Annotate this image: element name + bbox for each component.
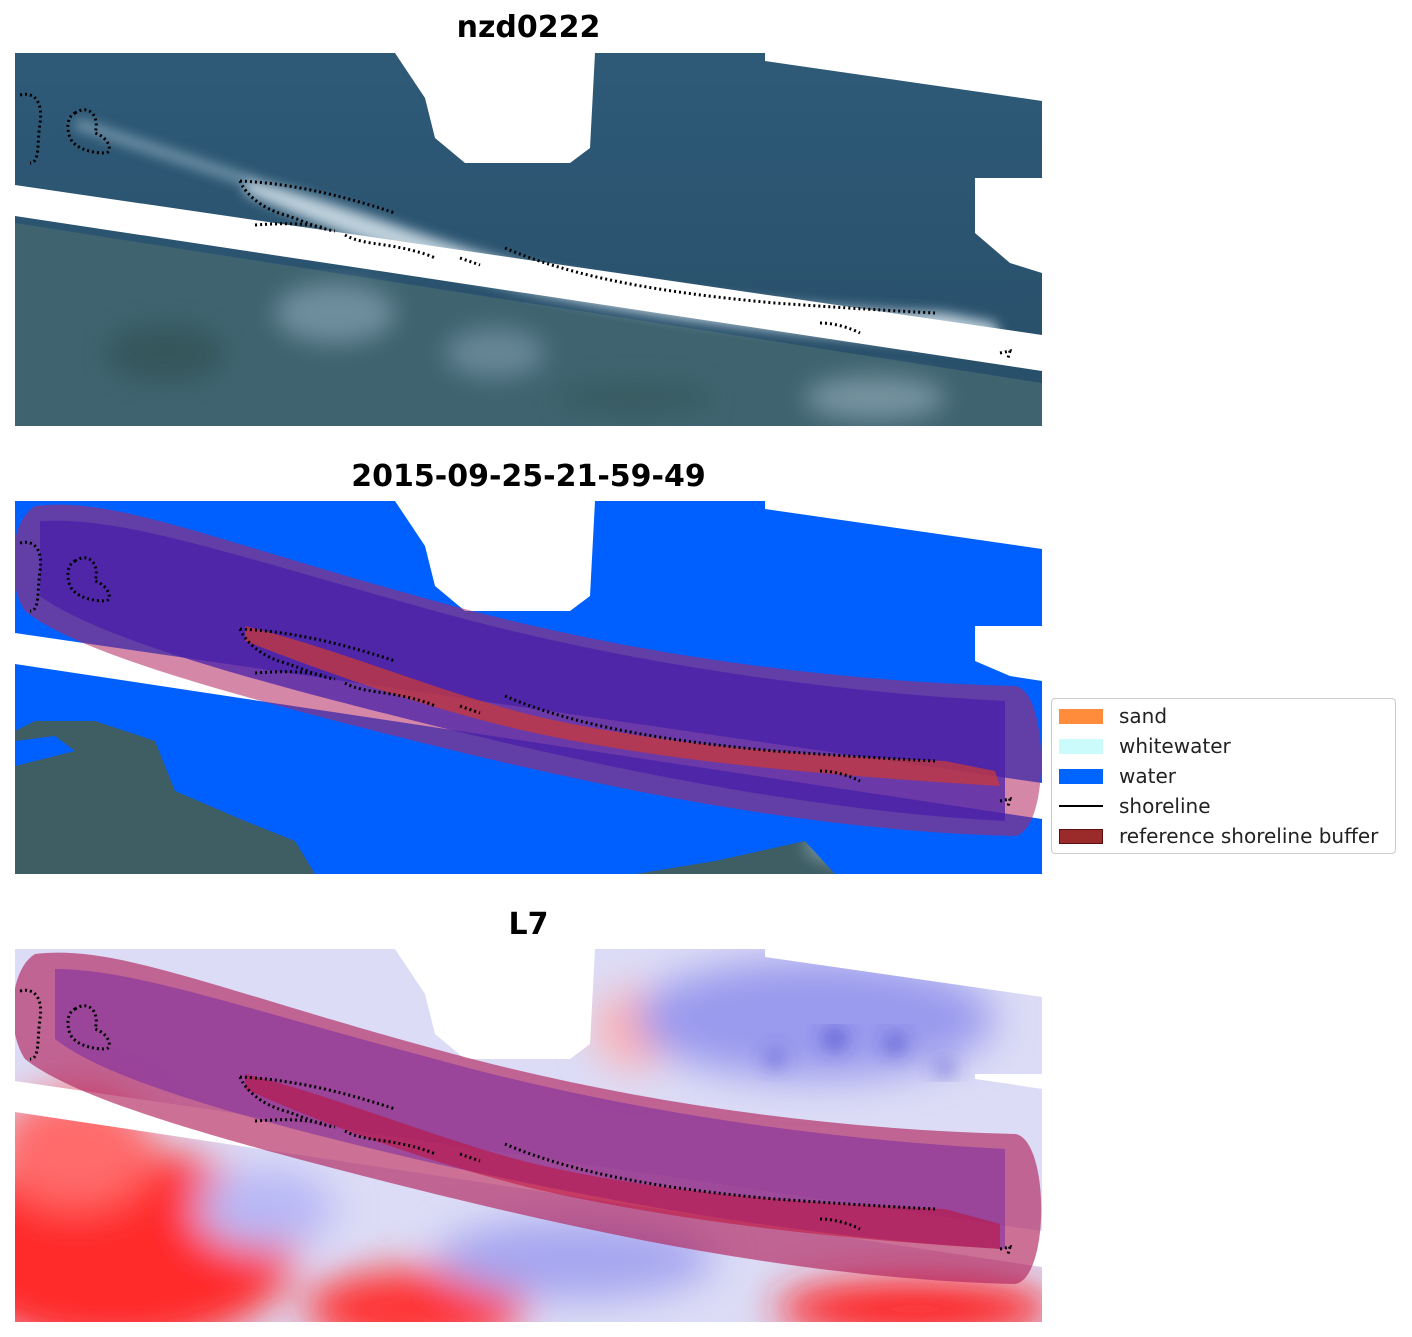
legend-swatch-sand <box>1059 709 1103 724</box>
legend-label-sand: sand <box>1119 704 1168 728</box>
shoreline-contours <box>19 92 1013 359</box>
cloud-mask <box>395 53 595 163</box>
legend-item-water: water <box>1059 761 1394 791</box>
panel-title-3: L7 <box>508 907 549 942</box>
legend-item-sand: sand <box>1059 701 1394 731</box>
sand-class-region <box>245 626 1000 786</box>
panel-title-2: 2015-09-25-21-59-49 <box>351 459 706 494</box>
legend-label-buffer: reference shoreline buffer <box>1119 824 1379 848</box>
index-panel <box>15 949 1042 1322</box>
classification-panel <box>15 501 1042 874</box>
legend: sand whitewater water shoreline referenc… <box>1051 698 1396 854</box>
legend-swatch-whitewater <box>1059 739 1103 754</box>
legend-label-water: water <box>1119 764 1176 788</box>
legend-item-whitewater: whitewater <box>1059 731 1394 761</box>
legend-label-shoreline: shoreline <box>1119 794 1211 818</box>
legend-label-whitewater: whitewater <box>1119 734 1231 758</box>
land-area <box>15 223 1042 426</box>
legend-line-shoreline <box>1059 805 1103 807</box>
rgb-image-panel <box>15 53 1042 426</box>
legend-swatch-water <box>1059 769 1103 784</box>
legend-item-shoreline: shoreline <box>1059 791 1394 821</box>
shoreline-contours <box>19 988 1013 1255</box>
no-data-stripe <box>15 185 1042 371</box>
panel-title-1: nzd0222 <box>456 10 601 45</box>
legend-item-buffer: reference shoreline buffer <box>1059 821 1394 851</box>
shoreline-contours <box>19 540 1013 807</box>
legend-swatch-buffer <box>1059 829 1103 844</box>
